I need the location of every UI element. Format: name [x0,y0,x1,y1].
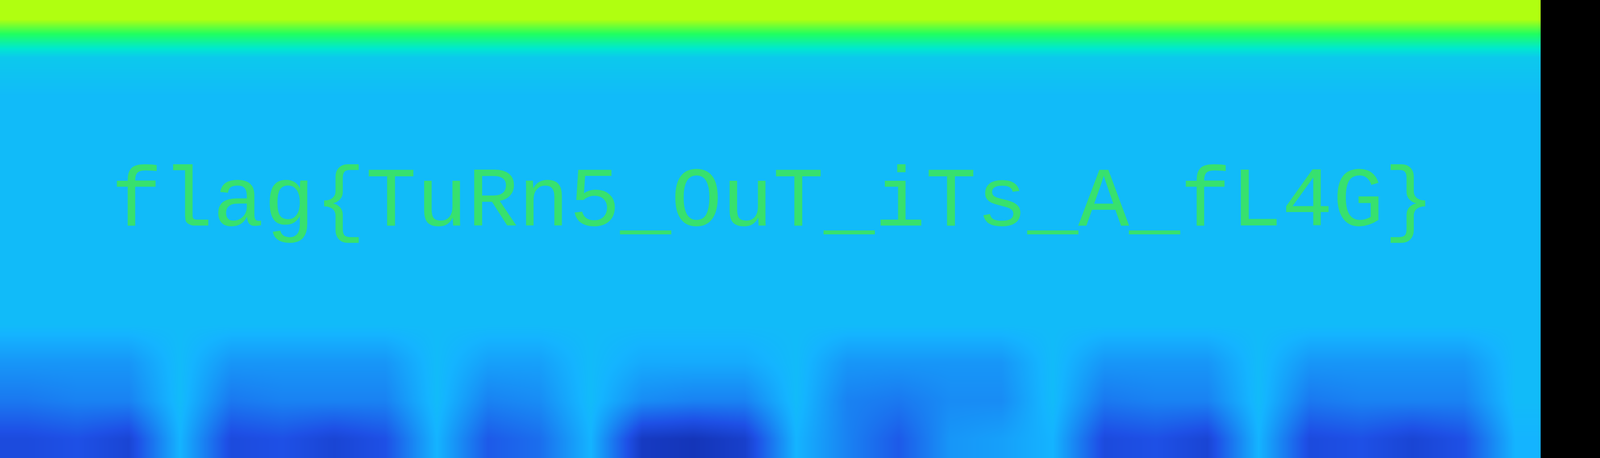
svg-text:flag{TuRn5_OuT_iTs_A_fL4G}: flag{TuRn5_OuT_iTs_A_fL4G} [111,154,1435,251]
